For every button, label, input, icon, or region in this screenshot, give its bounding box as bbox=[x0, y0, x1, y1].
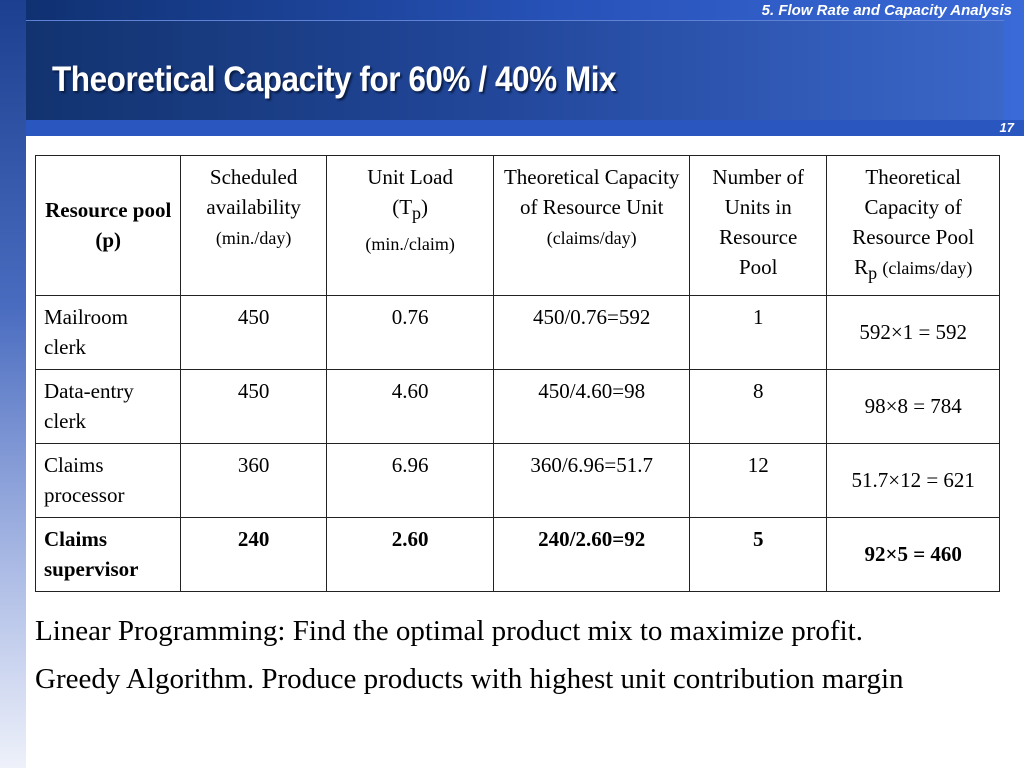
col-header-unit: (min./claim) bbox=[365, 234, 455, 255]
col-header-label: Resource pool (p) bbox=[45, 198, 172, 253]
cell-unit-load: 2.60 bbox=[325, 517, 495, 593]
col-header-unit: (claims/day) bbox=[882, 258, 973, 278]
col-header-unit-load: Unit Load (Tp) (min./claim) bbox=[325, 154, 495, 297]
cell-resource-pool: Mailroom clerk bbox=[34, 295, 182, 371]
cell-unit-capacity: 450/0.76=592 bbox=[493, 295, 690, 371]
table-row-data-entry-clerk: Data-entry clerk 450 4.60 450/4.60=98 8 … bbox=[34, 369, 1000, 445]
cell-number-of-units: 5 bbox=[688, 517, 828, 593]
left-gradient-strip bbox=[0, 0, 26, 768]
cell-scheduled-availability: 450 bbox=[180, 295, 327, 371]
chapter-label: 5. Flow Rate and Capacity Analysis bbox=[761, 2, 1012, 19]
cell-number-of-units: 1 bbox=[688, 295, 828, 371]
note-linear-programming: Linear Programming: Find the optimal pro… bbox=[35, 615, 863, 647]
cell-number-of-units: 8 bbox=[688, 369, 828, 445]
cell-unit-capacity: 240/2.60=92 bbox=[493, 517, 690, 593]
col-header-label: Number of Units in Resource Pool bbox=[712, 165, 804, 279]
col-header-resource-pool: Resource pool (p) bbox=[34, 154, 182, 297]
page-number: 17 bbox=[999, 120, 1014, 135]
col-header-number-of-units: Number of Units in Resource Pool bbox=[688, 154, 828, 297]
cell-unit-load: 6.96 bbox=[325, 443, 495, 519]
table-row-mailroom-clerk: Mailroom clerk 450 0.76 450/0.76=592 1 5… bbox=[34, 295, 1000, 371]
note-greedy-algorithm: Greedy Algorithm. Produce products with … bbox=[35, 663, 904, 695]
cell-resource-pool: Data-entry clerk bbox=[34, 369, 182, 445]
cell-pool-capacity: 51.7×12 = 621 bbox=[826, 443, 1000, 519]
col-header-unit-capacity: Theoretical Capacity of Resource Unit (c… bbox=[493, 154, 690, 297]
cell-pool-capacity: 92×5 = 460 bbox=[826, 517, 1000, 593]
cell-scheduled-availability: 450 bbox=[180, 369, 327, 445]
title-box bbox=[26, 20, 1004, 121]
cell-scheduled-availability: 240 bbox=[180, 517, 327, 593]
col-header-label: Scheduled availability bbox=[206, 165, 301, 219]
header-bottom-band bbox=[26, 120, 1024, 136]
cell-pool-capacity: 592×1 = 592 bbox=[826, 295, 1000, 371]
col-header-label: Theoretical Capacity of Resource Pool bbox=[852, 165, 975, 249]
col-header-symbol: R bbox=[854, 255, 869, 279]
col-header-symbol: T bbox=[399, 195, 413, 219]
col-header-subscript: p bbox=[412, 203, 422, 224]
col-header-label: Theoretical Capacity of Resource Unit bbox=[503, 165, 680, 219]
capacity-table: Resource pool (p) Scheduled availability… bbox=[34, 154, 1000, 593]
cell-unit-load: 4.60 bbox=[325, 369, 495, 445]
cell-resource-pool: Claims processor bbox=[34, 443, 182, 519]
table-row-claims-processor: Claims processor 360 6.96 360/6.96=51.7 … bbox=[34, 443, 1000, 519]
table-header-row: Resource pool (p) Scheduled availability… bbox=[34, 154, 1000, 297]
col-header-unit: (claims/day) bbox=[546, 228, 637, 248]
cell-unit-capacity: 450/4.60=98 bbox=[493, 369, 690, 445]
col-header-pool-capacity: Theoretical Capacity of Resource Pool Rp… bbox=[826, 154, 1000, 297]
cell-unit-load: 0.76 bbox=[325, 295, 495, 371]
notes: Linear Programming: Find the optimal pro… bbox=[35, 612, 1015, 708]
cell-scheduled-availability: 360 bbox=[180, 443, 327, 519]
col-header-label: Unit Load bbox=[367, 165, 453, 189]
col-header-unit: (min./day) bbox=[215, 228, 292, 248]
cell-pool-capacity: 98×8 = 784 bbox=[826, 369, 1000, 445]
cell-resource-pool: Claims supervisor bbox=[34, 517, 182, 593]
table-row-claims-supervisor: Claims supervisor 240 2.60 240/2.60=92 5… bbox=[34, 517, 1000, 593]
cell-unit-capacity: 360/6.96=51.7 bbox=[493, 443, 690, 519]
slide-title: Theoretical Capacity for 60% / 40% Mix bbox=[52, 60, 617, 99]
col-header-scheduled-availability: Scheduled availability (min./day) bbox=[180, 154, 327, 297]
cell-number-of-units: 12 bbox=[688, 443, 828, 519]
col-header-subscript: p bbox=[868, 263, 878, 284]
